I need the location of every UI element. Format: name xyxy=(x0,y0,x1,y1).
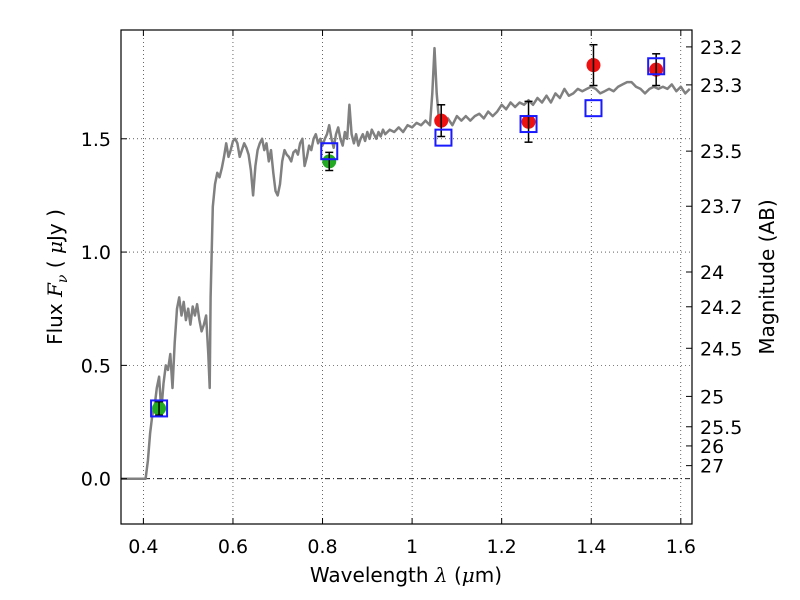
magnitude-tick-label: 23.2 xyxy=(700,37,742,59)
model-photometry-square xyxy=(584,99,603,118)
y-tick-label: 0.0 xyxy=(81,469,111,491)
model-photometry-square xyxy=(320,142,339,161)
model-photometry-square xyxy=(150,399,169,418)
magnitude-tick-label: 25 xyxy=(700,386,724,408)
model-photometry-square xyxy=(519,115,538,134)
model-photometry-square xyxy=(434,128,453,147)
x-axis-ticks: 0.4 0.6 0.8 1 1.2 1.4 1.6 xyxy=(128,30,696,558)
spectrum-group xyxy=(121,46,691,480)
x-tick-label: 0.6 xyxy=(218,536,248,558)
y-tick-label: 0.5 xyxy=(81,355,111,377)
error-bar xyxy=(437,104,446,138)
x-tick-label: 1.6 xyxy=(666,536,696,558)
error-bar xyxy=(325,151,334,172)
magnitude-tick-label: 23.7 xyxy=(700,196,742,218)
magnitude-axis-label: Magnitude (AB) xyxy=(755,199,779,354)
error-bar xyxy=(589,43,598,87)
magnitude-tick-label: 24.2 xyxy=(700,297,742,319)
x-tick-label: 1 xyxy=(406,536,418,558)
y-axis-ticks: 0.0 0.5 1.0 1.5 xyxy=(81,129,127,491)
plot-frame xyxy=(120,29,693,525)
magnitude-tick-label: 27 xyxy=(700,456,724,478)
magnitude-tick-label: 26 xyxy=(700,436,724,458)
plot-area xyxy=(121,30,692,524)
x-axis-label: Wavelength λ (μm) xyxy=(310,563,502,587)
x-tick-label: 0.8 xyxy=(307,536,337,558)
magnitude-tick-label: 24 xyxy=(700,262,724,284)
error-bar xyxy=(524,100,533,143)
y-axis-label: Flux Fν ( μJy ) xyxy=(43,209,71,345)
y-tick-label: 1.0 xyxy=(81,242,111,264)
x-tick-label: 0.4 xyxy=(128,536,158,558)
x-tick-label: 1.4 xyxy=(576,536,606,558)
model-photometry-square xyxy=(647,57,666,76)
magnitude-tick-label: 23.5 xyxy=(700,141,742,163)
error-bar xyxy=(155,400,164,416)
markers-group xyxy=(150,43,666,418)
x-tick-label: 1.2 xyxy=(487,536,517,558)
magnitude-tick-label: 23.3 xyxy=(700,75,742,97)
magnitude-tick-label: 25.5 xyxy=(700,417,742,439)
spectrum-line xyxy=(121,46,691,480)
magnitude-tick-label: 24.5 xyxy=(700,338,742,360)
y-tick-label: 1.5 xyxy=(81,129,111,151)
